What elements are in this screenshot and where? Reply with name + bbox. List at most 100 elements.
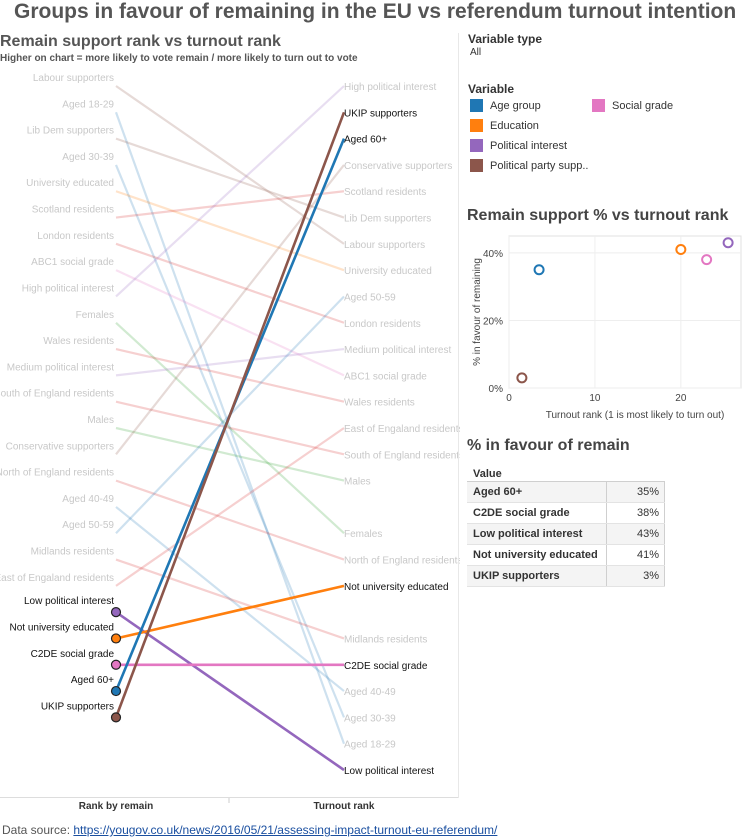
scatter-point-ukip-supporters[interactable] (516, 372, 528, 384)
legend-label: Education (490, 119, 539, 132)
turnout-rank-label: Labour supporters (344, 240, 425, 251)
table-cell-label: Aged 60+ (467, 482, 607, 502)
remain-rank-label: Aged 50-59 (62, 520, 114, 531)
scatter-point-aged-60[interactable] (533, 264, 545, 276)
legend-swatch-social-grade (592, 99, 605, 112)
scatter-chart: 0% 20% 40% 0 10 20 Turnout rank (1 is most lik… (472, 235, 742, 421)
turnout-rank-label: Aged 60+ (344, 135, 387, 146)
turnout-rank-label: Males (344, 477, 371, 488)
slope-point-c2de-social-grade[interactable] (110, 659, 122, 670)
legend-label: Social grade (612, 99, 674, 112)
turnout-rank-label: University educated (344, 266, 432, 277)
slope-line-ukip-supporters[interactable] (114, 111, 346, 718)
slope-line-wales-residents[interactable] (115, 348, 345, 403)
slope-point-low-political-interest[interactable] (110, 607, 122, 618)
x-tick-label: 0 (506, 393, 512, 404)
slope-line-university-educated[interactable] (115, 190, 345, 272)
slope-line-labour-supporters[interactable] (115, 85, 345, 245)
slope-point-ukip-supporters[interactable] (110, 712, 122, 723)
remain-rank-label: Aged 60+ (71, 675, 114, 686)
slope-line-london-residents[interactable] (115, 242, 345, 324)
remain-rank-label: Not university educated (9, 622, 114, 633)
axis-label-turnout: Turnout rank (314, 801, 375, 812)
slope-point-aged-60[interactable] (110, 685, 122, 697)
turnout-rank-label: Aged 50-59 (344, 292, 396, 303)
y-tick-label: 20% (483, 316, 503, 327)
legend-item-political-party[interactable]: Political party supp.. (470, 159, 588, 172)
remain-rank-label: Labour supporters (33, 73, 114, 84)
table-title: % in favour of remain (467, 437, 630, 454)
remain-table: Aged 60+ 35% C2DE social grade 38% Low p… (467, 481, 665, 587)
scatter-point-c2de-social-grade[interactable] (701, 254, 713, 266)
remain-rank-label: University educated (26, 178, 114, 189)
x-tick-label: 10 (589, 393, 601, 404)
table-column-header: Value (473, 468, 502, 480)
turnout-rank-label: Wales residents (344, 398, 415, 409)
legend-label: Political party supp.. (490, 159, 589, 172)
remain-rank-label: South of England residents (0, 389, 114, 400)
turnout-rank-label: Females (344, 529, 382, 540)
y-tick-label: 40% (483, 249, 503, 260)
slope-line-north-of-england-residents[interactable] (115, 479, 345, 561)
table-row: Not university educated 41% (467, 545, 665, 566)
slope-line-males[interactable] (115, 426, 345, 482)
scatter-point-not-university-educated[interactable] (675, 244, 687, 256)
turnout-rank-label: Aged 18-29 (344, 740, 396, 751)
table-cell-label: Not university educated (467, 545, 607, 565)
turnout-rank-label: North of England residents (344, 556, 460, 567)
remain-rank-label: East of Engaland residents (0, 573, 114, 584)
scatter-point-low-political-interest[interactable] (722, 237, 734, 249)
page-title: Groups in favour of remaining in the EU … (14, 0, 737, 23)
slope-line-aged-40-49[interactable] (115, 506, 345, 692)
remain-rank-label: Scotland residents (32, 205, 114, 216)
turnout-rank-label: UKIP supporters (344, 108, 417, 119)
legend-swatch-education (470, 119, 483, 132)
slope-chart-subtitle: Higher on chart = more likely to vote re… (0, 53, 358, 64)
turnout-rank-label: Low political interest (344, 766, 434, 777)
slope-line-south-of-england-residents[interactable] (115, 400, 345, 456)
legend-item-education[interactable]: Education (470, 119, 539, 132)
legend-label: Political interest (490, 139, 568, 152)
remain-rank-label: ABC1 social grade (31, 257, 114, 268)
slope-line-females[interactable] (115, 321, 345, 535)
remain-rank-label: C2DE social grade (31, 649, 115, 660)
y-tick-label: 0% (489, 384, 504, 395)
turnout-rank-label: ABC1 social grade (344, 371, 427, 382)
remain-rank-label: Medium political interest (7, 362, 114, 373)
legend-item-social-grade[interactable]: Social grade (592, 99, 673, 112)
slope-point-not-university-educated[interactable] (110, 633, 122, 644)
table-cell-label: UKIP supporters (467, 566, 607, 586)
slope-line-low-political-interest[interactable] (115, 611, 345, 772)
legend-item-political-interest[interactable]: Political interest (470, 139, 567, 152)
slope-line-midlands-residents[interactable] (115, 558, 345, 640)
legend-item-age-group[interactable]: Age group (470, 99, 541, 112)
turnout-rank-label: Medium political interest (344, 345, 451, 356)
slope-line-not-university-educated[interactable] (115, 584, 345, 640)
legend-label: Age group (490, 99, 541, 112)
slope-line-east-of-engaland-residents[interactable] (115, 427, 345, 587)
turnout-rank-label: London residents (344, 319, 421, 330)
legend-swatch-age-group (470, 99, 483, 112)
slope-line-aged-18-29[interactable] (114, 111, 346, 745)
remain-rank-label: Aged 40-49 (62, 494, 114, 505)
table-cell-value: 38% (607, 503, 665, 523)
slope-line-high-political-interest[interactable] (115, 85, 345, 298)
table-cell-value: 35% (607, 482, 665, 502)
turnout-rank-label: South of England residents (344, 450, 460, 461)
data-source-link[interactable]: https://yougov.co.uk/news/2016/05/21/ass… (73, 823, 498, 837)
slope-chart: Labour supporters Labour supporters Aged 1… (0, 73, 460, 812)
scatter-chart-title: Remain support % vs turnout rank (467, 207, 729, 224)
slope-chart-title: Remain support rank vs turnout rank (0, 33, 281, 50)
remain-rank-label: North of England residents (0, 468, 114, 479)
variable-type-value[interactable]: All (470, 47, 482, 58)
slope-line-medium-political-interest[interactable] (115, 347, 345, 377)
table-cell-value: 43% (607, 524, 665, 544)
slope-line-lib-dem-supporters[interactable] (115, 137, 345, 219)
slope-line-aged-30-39[interactable] (114, 164, 346, 718)
remain-rank-label: Males (87, 415, 114, 426)
slope-line-scotland-residents[interactable] (115, 190, 345, 219)
remain-rank-label: Aged 18-29 (62, 99, 114, 110)
remain-rank-label: Low political interest (24, 596, 114, 607)
slope-line-abc1-social-grade[interactable] (115, 269, 345, 377)
turnout-rank-label: Conservative supporters (344, 161, 452, 172)
